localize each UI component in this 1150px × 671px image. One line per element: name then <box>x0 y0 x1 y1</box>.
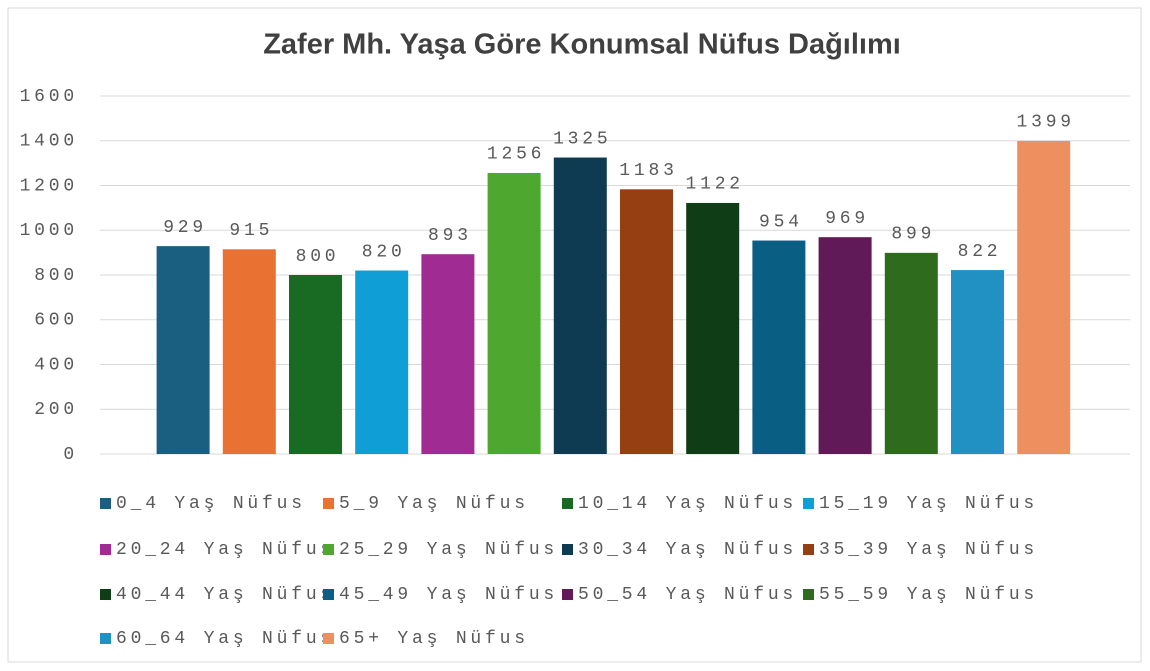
legend-swatch <box>100 498 111 509</box>
legend-label: 45_49 Yaş Nüfus <box>339 585 558 605</box>
legend-swatch <box>100 633 111 644</box>
bar <box>487 172 541 454</box>
data-label: 1122 <box>685 175 743 195</box>
bar <box>289 275 342 454</box>
bar <box>620 189 673 454</box>
data-label: 1183 <box>619 161 677 181</box>
bar <box>553 157 607 454</box>
legend-swatch <box>562 589 573 600</box>
data-label: 954 <box>759 212 803 232</box>
legend-label: 0_4 Yaş Nüfus <box>116 494 306 514</box>
legend-label: 10_14 Yaş Nüfus <box>578 494 797 514</box>
y-tick-label: 1000 <box>20 221 78 241</box>
legend-label: 15_19 Yaş Nüfus <box>819 494 1038 514</box>
legend-label: 55_59 Yaş Nüfus <box>819 585 1038 605</box>
legend-swatch <box>323 498 334 509</box>
legend-swatch <box>562 544 573 555</box>
legend-swatch <box>323 544 334 555</box>
bar <box>884 252 938 454</box>
y-tick-label: 1600 <box>20 87 78 107</box>
legend-label: 60_64 Yaş Nüfus <box>116 629 335 649</box>
legend-label: 40_44 Yaş Nüfus <box>116 585 335 605</box>
y-tick-label: 0 <box>63 445 78 465</box>
data-label: 1256 <box>487 145 545 165</box>
legend-label: 30_34 Yaş Nüfus <box>578 540 797 560</box>
bar <box>752 240 806 454</box>
bar <box>951 270 1004 454</box>
bar <box>1017 140 1071 454</box>
y-tick-label: 400 <box>34 355 78 375</box>
legend-swatch <box>323 633 334 644</box>
legend-swatch <box>803 498 814 509</box>
y-tick-label: 200 <box>34 400 78 420</box>
y-tick-label: 600 <box>34 311 78 331</box>
data-label: 969 <box>825 209 869 229</box>
data-label: 820 <box>362 242 406 262</box>
legend-swatch <box>562 498 573 509</box>
bar <box>222 249 276 454</box>
data-label: 929 <box>163 218 207 238</box>
data-label: 800 <box>296 247 340 267</box>
bar <box>355 270 409 454</box>
legend-swatch <box>100 544 111 555</box>
data-label: 1399 <box>1016 113 1074 133</box>
legend-label: 35_39 Yaş Nüfus <box>819 540 1038 560</box>
data-label: 893 <box>428 226 472 246</box>
data-label: 1325 <box>553 129 611 149</box>
y-tick-label: 1400 <box>20 132 78 152</box>
bar <box>156 246 210 454</box>
data-label: 915 <box>229 221 273 241</box>
legend-swatch <box>803 544 814 555</box>
data-label: 822 <box>958 242 1002 262</box>
legend-swatch <box>323 589 334 600</box>
bar <box>686 202 740 454</box>
legend-label: 25_29 Yaş Nüfus <box>339 540 558 560</box>
legend-swatch <box>803 589 814 600</box>
y-tick-label: 800 <box>34 266 78 286</box>
legend-label: 50_54 Yaş Nüfus <box>578 585 797 605</box>
bar <box>421 254 475 454</box>
legend-label: 20_24 Yaş Nüfus <box>116 540 335 560</box>
y-tick-label: 1200 <box>20 176 78 196</box>
bar <box>818 237 872 454</box>
data-label: 899 <box>891 225 935 245</box>
legend-swatch <box>100 589 111 600</box>
legend-label: 5_9 Yaş Nüfus <box>339 494 529 514</box>
chart-title: Zafer Mh. Yaşa Göre Konumsal Nüfus Dağıl… <box>263 29 901 61</box>
legend-label: 65+ Yaş Nüfus <box>339 629 529 649</box>
